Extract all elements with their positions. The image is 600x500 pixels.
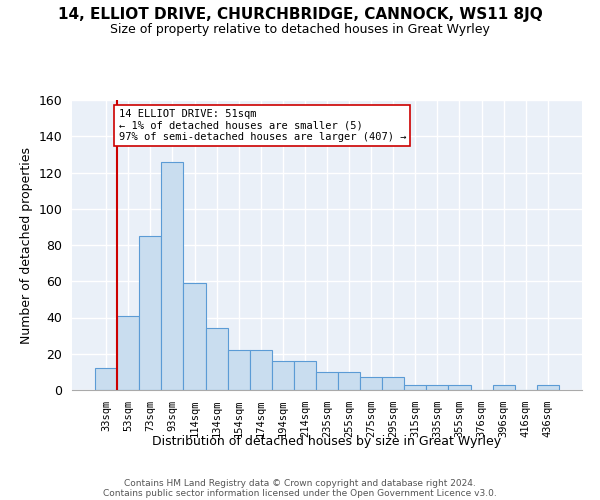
Bar bbox=[316, 372, 338, 390]
Bar bbox=[139, 236, 161, 390]
Text: 14, ELLIOT DRIVE, CHURCHBRIDGE, CANNOCK, WS11 8JQ: 14, ELLIOT DRIVE, CHURCHBRIDGE, CANNOCK,… bbox=[58, 8, 542, 22]
Bar bbox=[272, 361, 294, 390]
Text: Contains public sector information licensed under the Open Government Licence v3: Contains public sector information licen… bbox=[103, 488, 497, 498]
Bar bbox=[338, 372, 360, 390]
Bar bbox=[161, 162, 184, 390]
Text: 14 ELLIOT DRIVE: 51sqm
← 1% of detached houses are smaller (5)
97% of semi-detac: 14 ELLIOT DRIVE: 51sqm ← 1% of detached … bbox=[119, 109, 406, 142]
Bar bbox=[184, 283, 206, 390]
Text: Distribution of detached houses by size in Great Wyrley: Distribution of detached houses by size … bbox=[152, 435, 502, 448]
Bar bbox=[360, 378, 382, 390]
Bar bbox=[250, 350, 272, 390]
Bar bbox=[227, 350, 250, 390]
Bar bbox=[448, 384, 470, 390]
Bar bbox=[382, 378, 404, 390]
Bar bbox=[537, 384, 559, 390]
Bar bbox=[427, 384, 448, 390]
Text: Size of property relative to detached houses in Great Wyrley: Size of property relative to detached ho… bbox=[110, 22, 490, 36]
Y-axis label: Number of detached properties: Number of detached properties bbox=[20, 146, 33, 344]
Bar bbox=[117, 316, 139, 390]
Bar bbox=[206, 328, 227, 390]
Bar bbox=[493, 384, 515, 390]
Bar bbox=[294, 361, 316, 390]
Bar bbox=[404, 384, 427, 390]
Text: Contains HM Land Registry data © Crown copyright and database right 2024.: Contains HM Land Registry data © Crown c… bbox=[124, 478, 476, 488]
Bar bbox=[95, 368, 117, 390]
